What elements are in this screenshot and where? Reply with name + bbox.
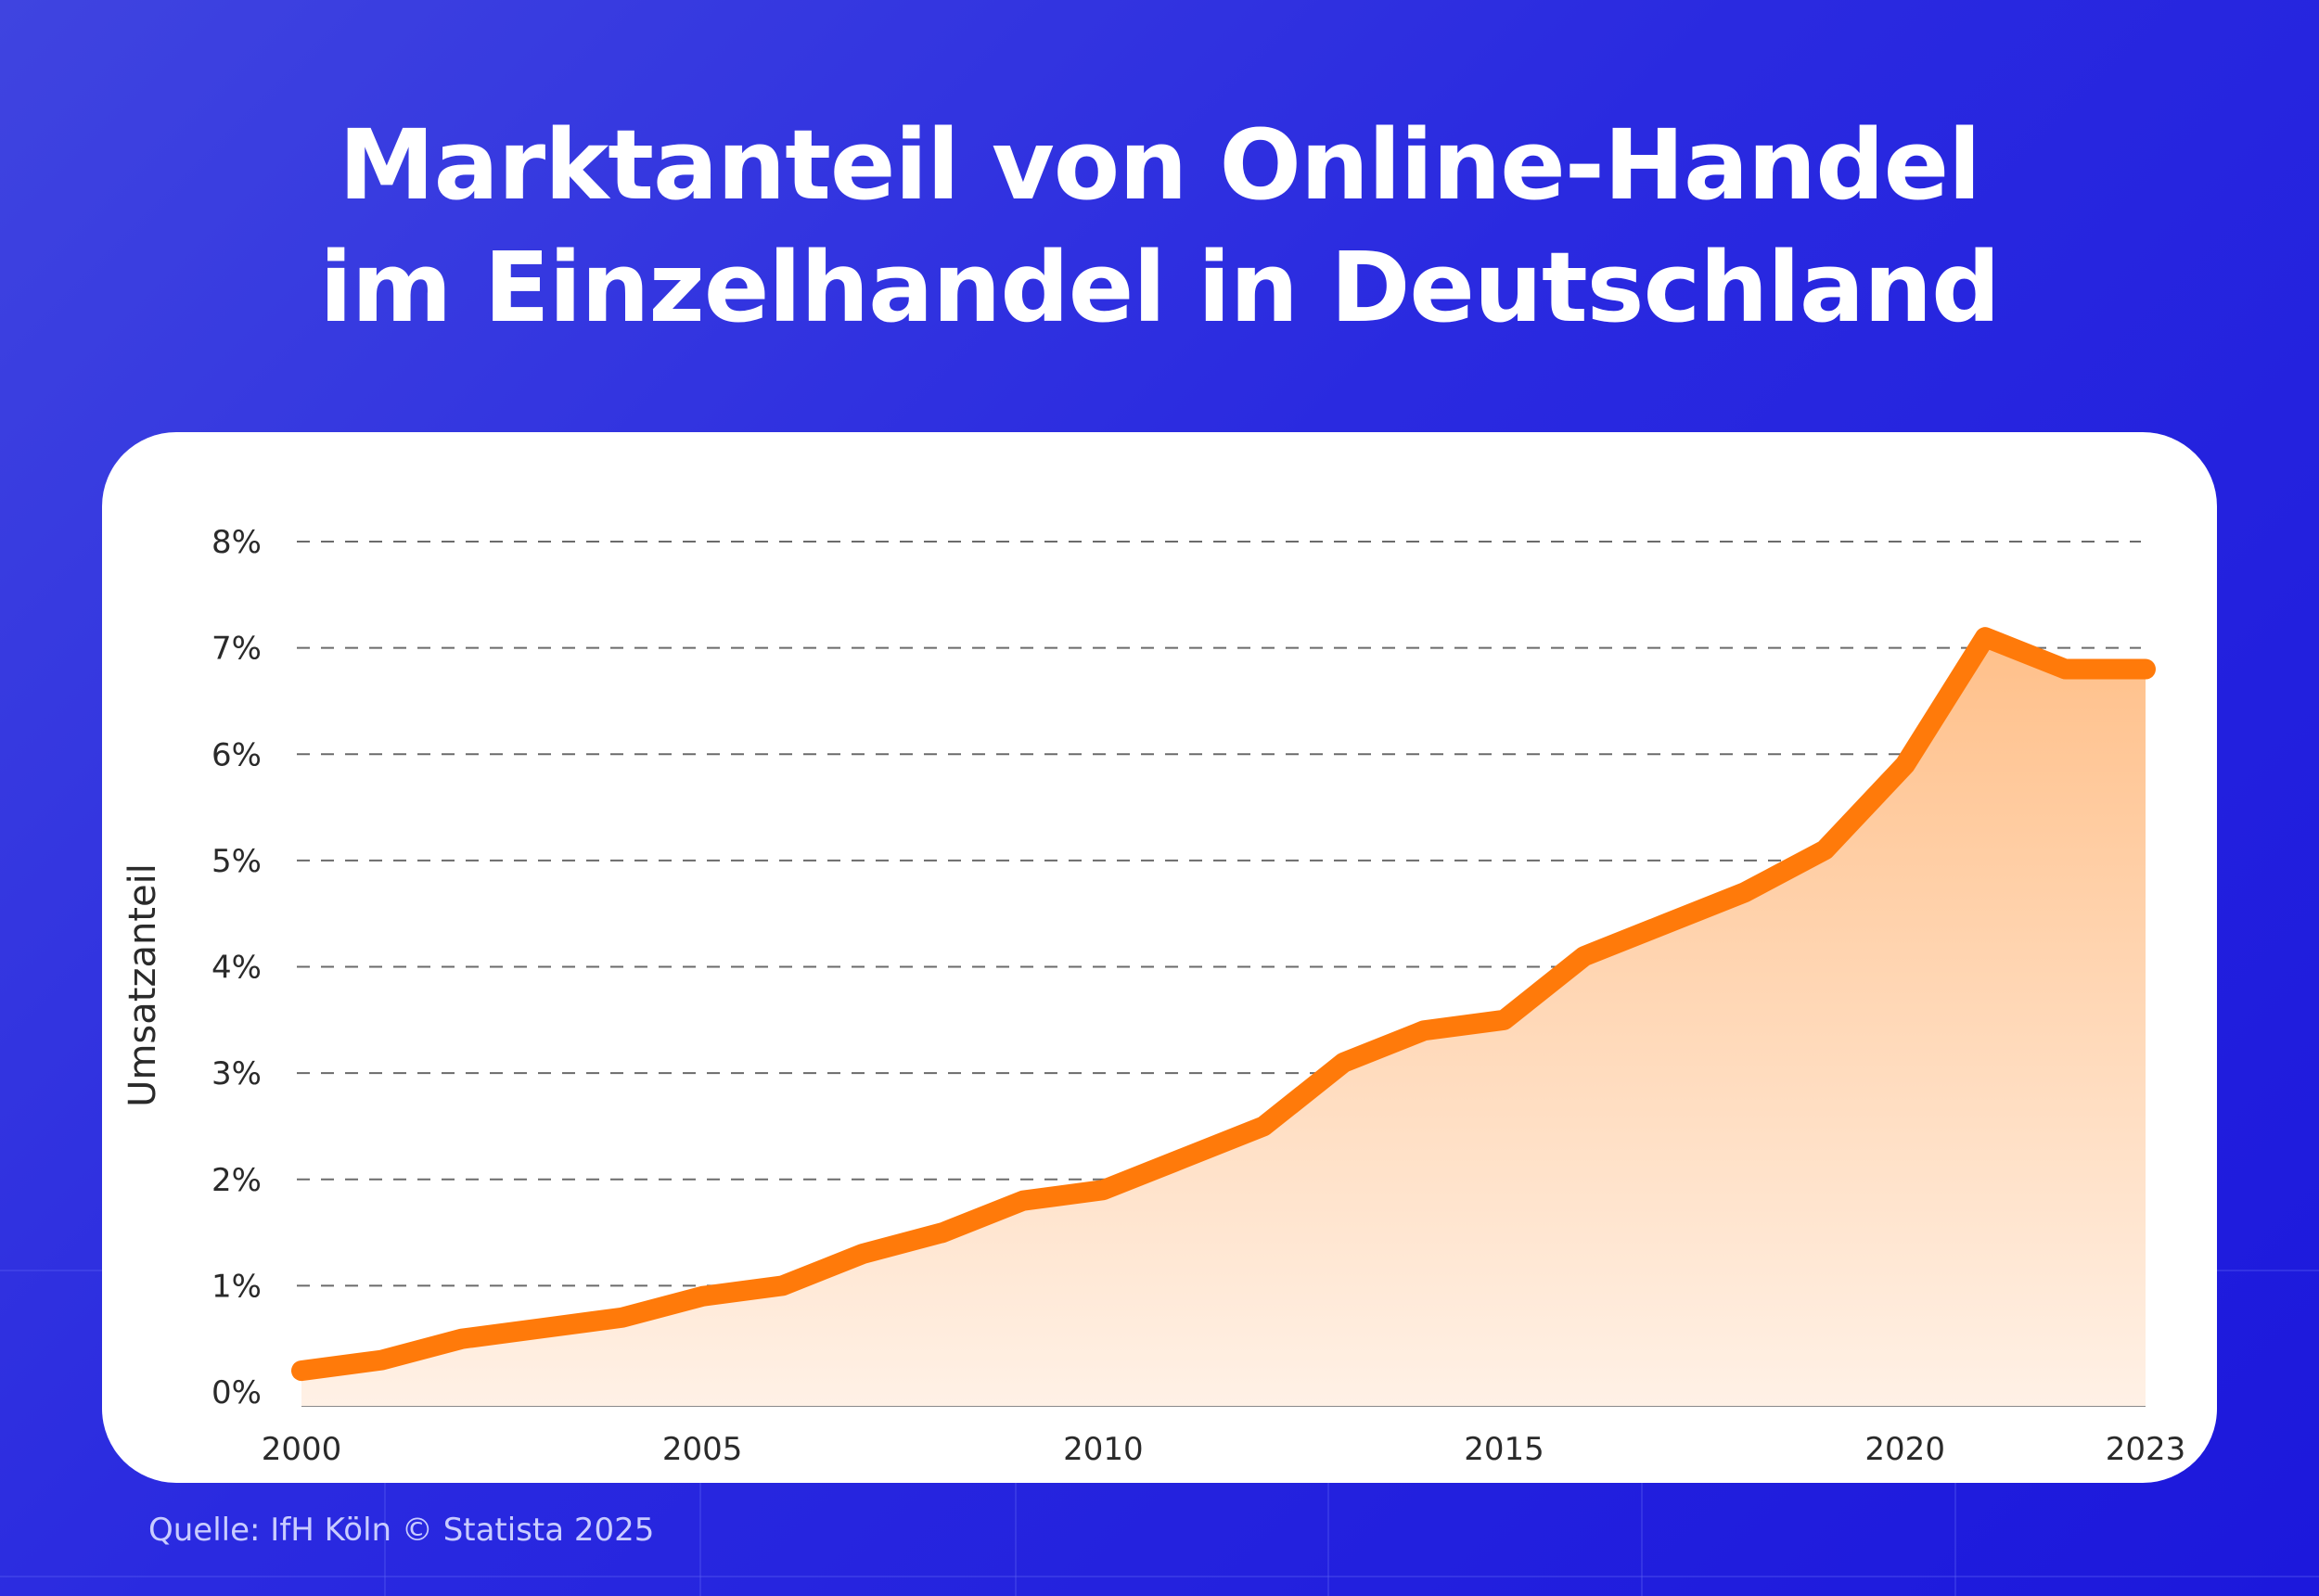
y-tick-label: 2% (211, 1162, 262, 1199)
x-tick-label: 2015 (1464, 1431, 1544, 1468)
series-line (291, 627, 2156, 1382)
series-line-group (291, 627, 2156, 1382)
chart-title: Marktanteil von Online-Handel im Einzelh… (0, 104, 2319, 349)
chart-title-line2: im Einzelhandel in Deutschland (319, 231, 2000, 344)
y-tick-label: 8% (211, 524, 262, 561)
x-tick-label: 2023 (2106, 1431, 2186, 1468)
y-tick-label: 5% (211, 843, 262, 880)
y-tick-label: 0% (211, 1374, 262, 1411)
x-tick-label: 2000 (262, 1431, 342, 1468)
y-axis-label: Umsatzanteil (122, 863, 164, 1107)
area-fill-group (301, 637, 2146, 1406)
x-tick-label: 2010 (1063, 1431, 1144, 1468)
chart-title-line1: Marktanteil von Online-Handel (339, 109, 1981, 222)
y-tick-label: 3% (211, 1055, 262, 1092)
x-tick-label: 2020 (1864, 1431, 1945, 1468)
y-tick-label: 1% (211, 1268, 262, 1305)
line-area-chart: 0%1%2%3%4%5%6%7%8% 2000 2005 2010 2015 2020 2… (122, 524, 2186, 1468)
y-axis-ticks: 0% 1% 2% 3% 4% 5% 6% 7% 8% (211, 524, 262, 1411)
chart-card: 0% 1% 2% 3% 4% 5% 6% 7% 8% 2000 2005 2010 2015 2020 2… (102, 432, 2217, 1483)
y-tick-label: 6% (211, 736, 262, 773)
y-tick-label: 7% (211, 631, 262, 668)
series-area (301, 637, 2146, 1406)
x-tick-label: 2005 (662, 1431, 743, 1468)
x-axis-ticks: 2000 2005 2010 2015 2020 2023 (262, 1431, 2186, 1468)
y-tick-label: 4% (211, 950, 262, 987)
source-note: Quelle: IfH Köln © Statista 2025 (148, 1512, 655, 1549)
